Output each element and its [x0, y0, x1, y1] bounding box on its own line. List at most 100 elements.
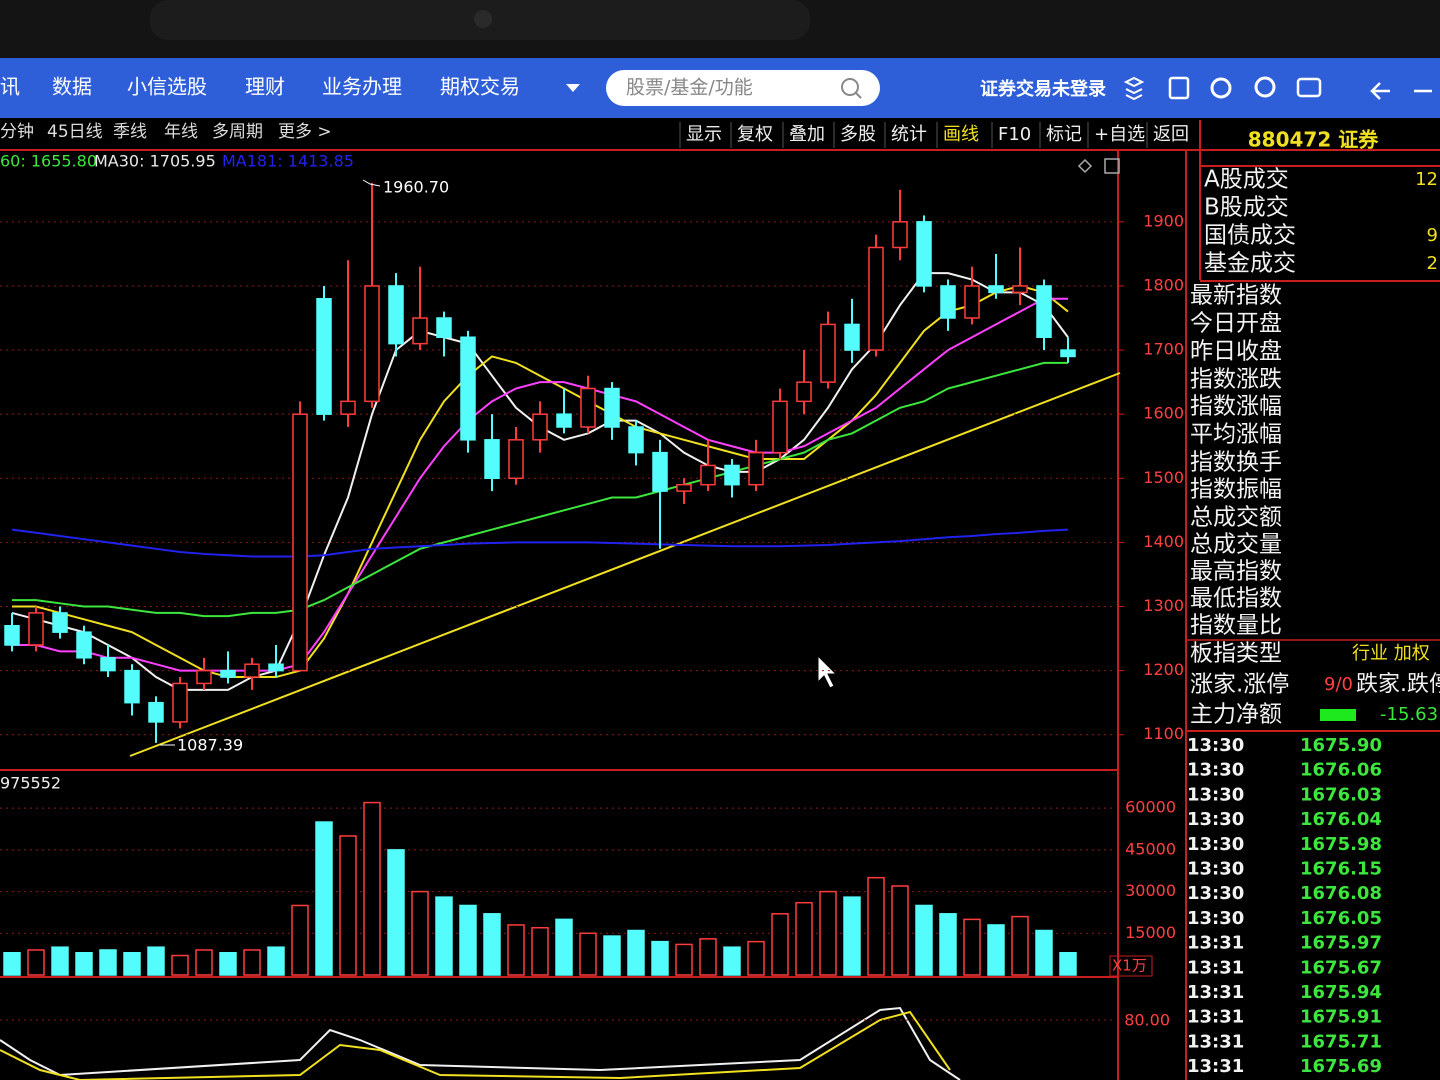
- volume-bar: [771, 913, 789, 976]
- tick-price: 1676.08: [1300, 883, 1382, 904]
- search-placeholder[interactable]: 股票/基金/功能: [626, 77, 753, 99]
- volume-bar: [843, 896, 861, 976]
- candle-body: [1060, 349, 1076, 358]
- field-label: 最低指数: [1190, 586, 1282, 612]
- field-label: 总成交量: [1190, 532, 1282, 558]
- toolbar-button[interactable]: 叠加: [789, 124, 825, 145]
- candle-body: [124, 669, 140, 704]
- tick-time: 13:30: [1187, 809, 1244, 830]
- tick-price: 1675.71: [1300, 1031, 1382, 1052]
- tick-time: 13:31: [1187, 982, 1244, 1003]
- candle-body: [868, 246, 884, 351]
- toolbar-button[interactable]: 多股: [840, 124, 876, 145]
- candle-body: [988, 285, 1004, 294]
- menu-item[interactable]: 小信选股: [127, 75, 207, 99]
- candle-body: [388, 285, 404, 345]
- period-tab[interactable]: 45日线: [47, 122, 103, 142]
- toolbar-button[interactable]: 标记: [1046, 124, 1082, 145]
- field-value: 2: [1427, 253, 1438, 274]
- field-label: 指数换手: [1190, 450, 1282, 476]
- menu-item[interactable]: 讯: [0, 75, 20, 99]
- field-label: 指数振幅: [1190, 477, 1282, 503]
- toolbar-button[interactable]: 复权: [737, 124, 773, 145]
- chart-icon[interactable]: [1077, 158, 1093, 174]
- period-tab[interactable]: 年线: [164, 122, 198, 142]
- field-label: 平均涨幅: [1190, 422, 1282, 448]
- volume-bar: [291, 904, 309, 976]
- menu-item[interactable]: 期权交易: [440, 75, 520, 99]
- f-icon[interactable]: [1168, 76, 1190, 100]
- y-tick-label: 1500: [1143, 468, 1184, 487]
- candle-body: [316, 298, 332, 415]
- candle-body: [820, 323, 836, 383]
- indicator-line: [0, 1010, 951, 1080]
- y-tick-label: 1100: [1143, 724, 1184, 743]
- volume-bar: [99, 949, 117, 976]
- volume-bar: [243, 949, 261, 976]
- tick-price: 1676.05: [1300, 908, 1382, 929]
- settings-icon[interactable]: [1210, 77, 1232, 99]
- period-tab[interactable]: 多周期: [212, 122, 263, 142]
- period-tab[interactable]: 更多 >: [278, 122, 332, 142]
- tick-time: 13:31: [1187, 957, 1244, 978]
- volume-bar: [147, 946, 165, 976]
- candle-body: [1036, 285, 1052, 338]
- y-tick-label: 15000: [1125, 923, 1176, 942]
- y-tick-label: 1800: [1143, 275, 1184, 294]
- volume-bar: [459, 904, 477, 976]
- search-box[interactable]: [606, 70, 880, 106]
- menu-item[interactable]: 理财: [245, 75, 285, 99]
- tick-time: 13:30: [1187, 834, 1244, 855]
- menu-dropdown[interactable]: [566, 84, 580, 92]
- candle-body: [940, 285, 956, 319]
- candle-body: [364, 285, 380, 403]
- toolbar-button[interactable]: 显示: [686, 124, 722, 145]
- candle-body: [4, 624, 20, 646]
- period-tab[interactable]: 分钟: [0, 122, 34, 142]
- toolbar-button[interactable]: +自选: [1094, 124, 1145, 145]
- toolbar-button[interactable]: 返回: [1153, 124, 1189, 145]
- tick-price: 1675.98: [1300, 834, 1382, 855]
- tick-time: 13:31: [1187, 1056, 1244, 1077]
- volume-bar: [1059, 952, 1077, 976]
- login-status[interactable]: 证券交易未登录: [980, 78, 1106, 100]
- volume-bar: [267, 946, 285, 976]
- y-tick-label: 60000: [1125, 798, 1176, 817]
- moving-average: [12, 297, 1068, 672]
- field-value: 12: [1415, 169, 1438, 190]
- toolbar-button[interactable]: 统计: [891, 124, 927, 145]
- back-icon[interactable]: [1370, 82, 1390, 100]
- high-annotation: 1960.70: [383, 178, 449, 197]
- candle-body: [916, 221, 932, 287]
- volume-bar: [3, 952, 21, 976]
- period-tab[interactable]: 季线: [113, 122, 147, 142]
- volume-bar: [51, 946, 69, 976]
- field-label: 国债成交: [1204, 223, 1296, 249]
- menu-item[interactable]: 数据: [52, 75, 92, 99]
- volume-bar: [699, 938, 717, 976]
- chart-icon[interactable]: [1104, 158, 1120, 174]
- candle-body: [508, 439, 524, 480]
- y-tick-label: 1700: [1143, 340, 1184, 359]
- volume-bar: [819, 890, 837, 976]
- toolbar-button[interactable]: 画线: [943, 124, 979, 145]
- y-tick-label: 1200: [1143, 660, 1184, 679]
- volume-bar: [123, 952, 141, 976]
- service-icon[interactable]: [1254, 76, 1276, 98]
- ma-label: MA30: 1705.95: [94, 152, 216, 171]
- field-label: 指数量比: [1190, 613, 1282, 639]
- message-icon[interactable]: [1296, 77, 1322, 98]
- tick-price: 1675.90: [1300, 735, 1382, 756]
- volume-bar: [507, 924, 525, 976]
- search-icon[interactable]: [841, 78, 859, 96]
- field-label: A股成交: [1204, 167, 1289, 193]
- candle-body: [700, 464, 716, 486]
- candle-body: [196, 669, 212, 685]
- toolbar-button[interactable]: F10: [998, 124, 1031, 145]
- layers-icon[interactable]: [1123, 76, 1145, 101]
- candle-body: [1012, 285, 1028, 294]
- candle-body: [52, 612, 68, 633]
- candle-body: [172, 682, 188, 723]
- menu-item[interactable]: 业务办理: [322, 75, 402, 99]
- candle-body: [892, 221, 908, 249]
